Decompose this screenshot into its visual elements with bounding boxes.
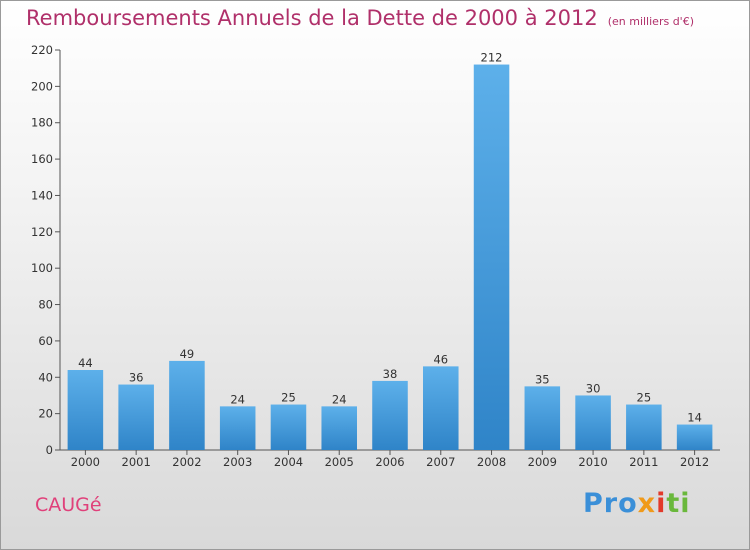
x-tick-label: 2001	[122, 455, 151, 469]
bar	[676, 424, 713, 450]
bar-value-label: 25	[281, 391, 296, 405]
bar-value-label: 36	[129, 371, 144, 385]
chart-title: Remboursements Annuels de la Dette de 20…	[26, 6, 694, 30]
bar-value-label: 24	[230, 392, 245, 406]
bar-value-label: 14	[687, 411, 702, 425]
logo-part-4: ti	[666, 488, 691, 519]
y-tick-label: 100	[31, 261, 53, 275]
x-tick-label: 2012	[680, 455, 709, 469]
bar-value-label: 30	[586, 381, 601, 395]
bar	[626, 404, 662, 450]
bar-value-label: 46	[433, 352, 448, 366]
y-tick-label: 20	[38, 407, 53, 421]
y-tick-label: 200	[31, 79, 53, 93]
x-tick-label: 2009	[528, 455, 557, 469]
bar	[169, 360, 205, 450]
y-tick-label: 60	[38, 334, 53, 348]
y-tick-label: 160	[31, 152, 53, 166]
bar-value-label: 38	[383, 367, 398, 381]
bar	[118, 384, 154, 450]
x-tick-label: 2000	[71, 455, 100, 469]
y-tick-label: 120	[31, 225, 53, 239]
bar	[219, 406, 256, 450]
y-tick-label: 140	[31, 188, 53, 202]
x-tick-label: 2011	[629, 455, 658, 469]
bar	[473, 64, 510, 450]
chart-title-text: Remboursements Annuels de la Dette de 20…	[26, 6, 598, 30]
bar	[524, 386, 561, 450]
proxiti-logo: Proxiti	[583, 488, 691, 519]
bar	[321, 406, 357, 450]
y-tick-label: 180	[31, 116, 53, 130]
y-tick-label: 0	[46, 443, 53, 457]
y-tick-label: 220	[31, 43, 53, 57]
x-tick-label: 2005	[325, 455, 354, 469]
logo-part-1: Pro	[583, 488, 638, 519]
logo-part-2: x	[637, 488, 657, 519]
x-tick-label: 2003	[223, 455, 252, 469]
x-tick-label: 2004	[274, 455, 303, 469]
x-tick-label: 2007	[426, 455, 455, 469]
bar-value-label: 35	[535, 372, 550, 386]
bar-value-label: 49	[180, 347, 195, 361]
bar-value-label: 212	[481, 51, 503, 65]
bar	[575, 395, 611, 450]
x-tick-label: 2008	[477, 455, 506, 469]
logo-part-3: i	[656, 488, 667, 519]
bar-value-label: 44	[78, 356, 93, 370]
bar	[270, 404, 307, 450]
y-tick-label: 40	[38, 370, 53, 384]
x-tick-label: 2006	[375, 455, 404, 469]
bar	[67, 370, 104, 450]
bar	[372, 380, 408, 450]
bar-value-label: 24	[332, 392, 347, 406]
x-tick-label: 2010	[578, 455, 607, 469]
x-tick-label: 2002	[172, 455, 201, 469]
location-label: CAUGé	[35, 494, 102, 516]
chart-subtitle: (en milliers d'€)	[607, 15, 694, 28]
y-tick-label: 80	[38, 298, 53, 312]
bar-value-label: 25	[637, 391, 652, 405]
bar	[423, 366, 459, 450]
